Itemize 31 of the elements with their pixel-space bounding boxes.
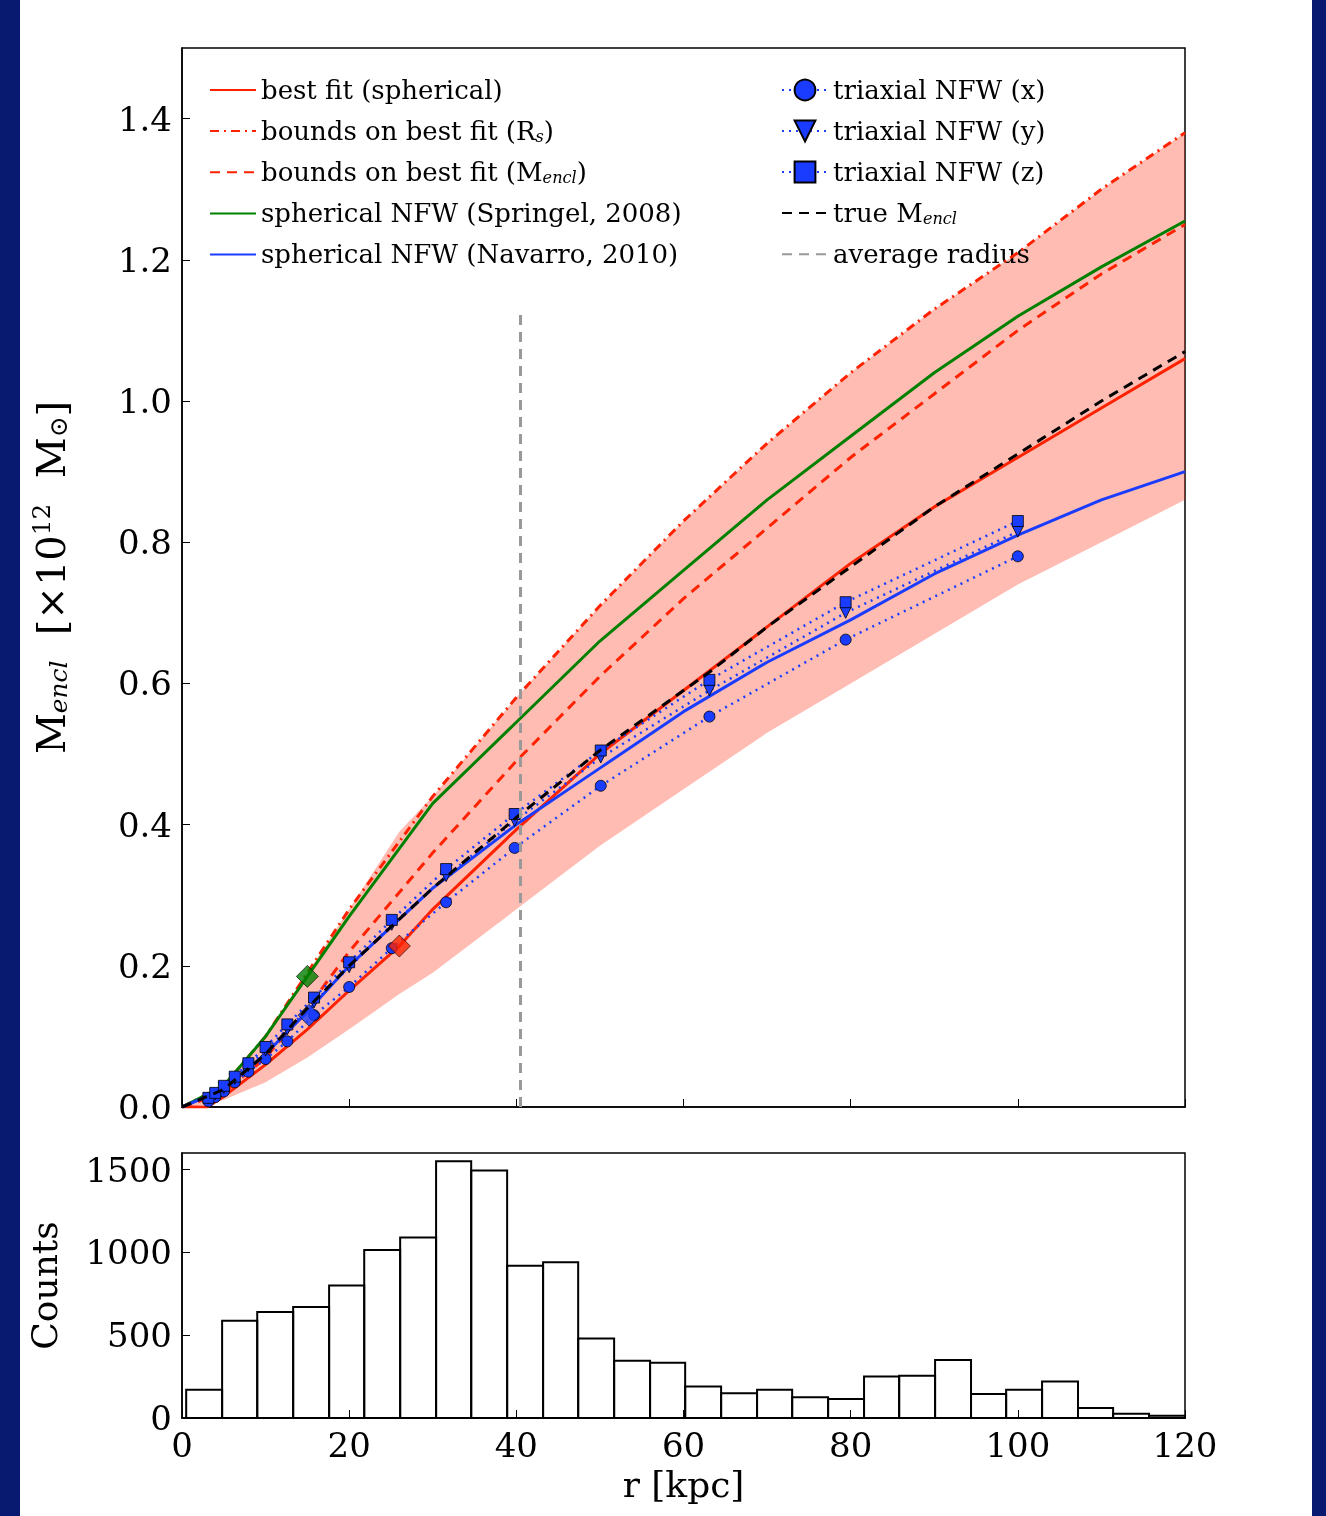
- y-tick-label: 0.4: [117, 804, 172, 845]
- x-tick-label: 60: [661, 1425, 706, 1465]
- legend-label: triaxial NFW (z): [833, 157, 1045, 187]
- y-tick-label: 0: [150, 1398, 172, 1438]
- y-tick-label: 1.4: [117, 98, 172, 139]
- legend-label: average radius: [833, 239, 1030, 270]
- x-tick-label: 80: [829, 1425, 873, 1465]
- y-tick-label: 0.8: [117, 522, 172, 563]
- x-tick-label: 20: [327, 1425, 371, 1465]
- legend-label: triaxial NFW (x): [833, 75, 1046, 105]
- y-axis-title: Counts: [23, 1221, 65, 1350]
- y-tick-label: 0.6: [117, 663, 172, 704]
- legend-label: true Mencl: [833, 198, 957, 228]
- legend-label: spherical NFW (Navarro, 2010): [261, 239, 679, 270]
- y-axis-title: Mencl [×1012 M⊙]: [27, 400, 74, 755]
- x-tick-label: 120: [1152, 1425, 1218, 1465]
- y-tick-label: 0.0: [117, 1087, 172, 1127]
- y-tick-label: 1.0: [117, 381, 172, 421]
- x-axis-title: r [kpc]: [622, 1464, 745, 1506]
- legend-label: triaxial NFW (y): [833, 116, 1046, 146]
- y-tick-label: 0.2: [117, 945, 172, 986]
- y-tick-label: 1000: [85, 1232, 172, 1273]
- y-tick-label: 500: [107, 1315, 172, 1356]
- y-tick-label: 1.2: [117, 239, 172, 280]
- y-tick-label: 1500: [85, 1149, 172, 1190]
- legend-label: best fit (spherical): [261, 75, 503, 105]
- legend-label: bounds on best fit (Mencl): [261, 157, 587, 188]
- legend-label: bounds on best fit (Rs): [261, 116, 554, 146]
- x-tick-label: 100: [985, 1425, 1051, 1465]
- x-tick-label: 40: [494, 1425, 538, 1465]
- legend-label: spherical NFW (Springel, 2008): [261, 198, 682, 229]
